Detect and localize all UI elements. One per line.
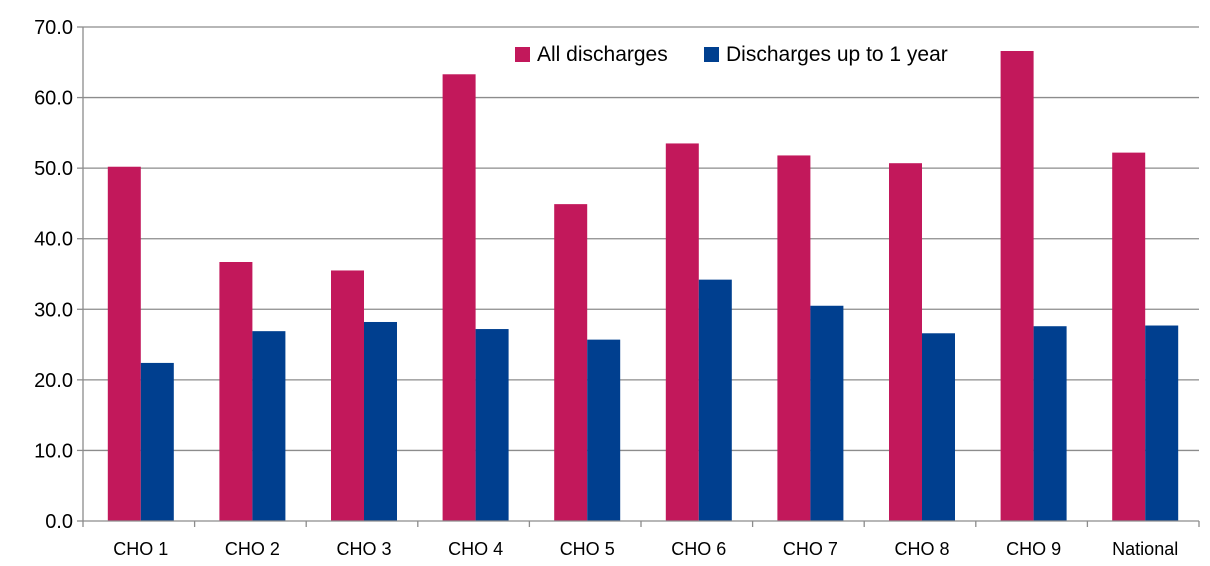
bar-discharges-up-to-1-year [140,362,174,521]
bar-all-discharges [889,163,922,521]
bar-discharges-up-to-1-year [475,329,509,521]
legend: All discharges Discharges up to 1 year [515,43,948,66]
y-tick-label: 30.0 [34,299,73,321]
x-category-label: CHO 8 [894,539,949,559]
bar-discharges-up-to-1-year [698,279,732,521]
x-category-labels: CHO 1 CHO 2 CHO 3 CHO 4 CHO 5 CHO 6 CHO 7 CHO 8… [113,539,1178,559]
legend-swatch [704,47,719,62]
bar-discharges-up-to-1-year [1033,326,1067,521]
axes [77,26,1200,527]
bar-all-discharges [442,74,476,521]
bar-discharges-up-to-1-year [1145,325,1179,521]
x-category-label: CHO 6 [671,539,726,559]
bar-discharges-up-to-1-year [252,331,286,521]
bars [107,50,1179,522]
bar-all-discharges [1000,50,1034,521]
bar-all-discharges [777,155,811,521]
y-tick-label: 10.0 [34,440,73,462]
legend-label: All discharges [537,43,668,66]
x-category-label: CHO 3 [336,539,391,559]
x-category-label: CHO 5 [560,539,615,559]
bar-discharges-up-to-1-year [587,339,621,521]
x-category-label: CHO 1 [113,539,168,559]
bar-discharges-up-to-1-year [922,333,955,521]
y-tick-label: 0.0 [45,511,73,533]
legend-swatch [515,47,530,62]
y-tick-label: 60.0 [34,88,73,110]
y-tick-label: 40.0 [34,229,73,251]
x-category-label: CHO 9 [1006,539,1061,559]
y-tick-label: 50.0 [34,158,73,180]
bar-discharges-up-to-1-year [810,305,844,521]
bar-all-discharges [219,262,253,521]
bar-all-discharges [331,270,364,521]
legend-label: Discharges up to 1 year [726,43,948,66]
x-category-label: CHO 7 [783,539,838,559]
y-tick-label: 20.0 [34,370,73,392]
x-category-label: National [1112,539,1178,559]
bar-discharges-up-to-1-year [364,321,397,521]
x-category-label: CHO 2 [225,539,280,559]
x-category-label: CHO 4 [448,539,503,559]
bar-all-discharges [107,166,141,521]
bar-all-discharges [665,143,699,521]
bar-all-discharges [554,204,588,522]
y-tick-label: 70.0 [34,17,73,39]
bar-all-discharges [1112,152,1146,522]
y-tick-labels: 0.0 10.0 20.0 30.0 40.0 50.0 60.0 70.0 [34,17,73,533]
